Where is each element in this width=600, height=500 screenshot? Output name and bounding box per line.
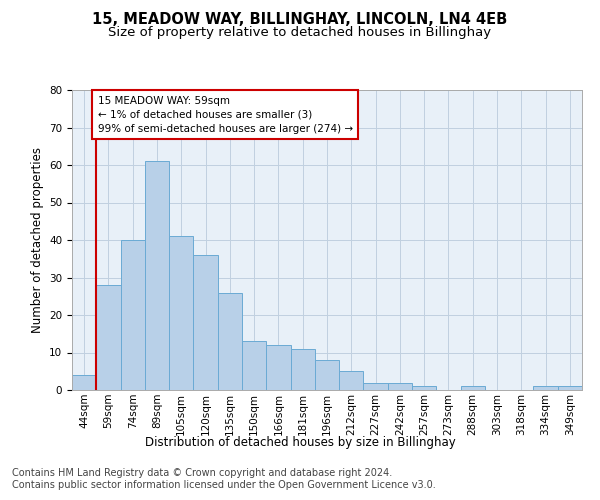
Y-axis label: Number of detached properties: Number of detached properties <box>31 147 44 333</box>
Bar <box>388 382 412 390</box>
Bar <box>218 292 242 390</box>
Text: 15, MEADOW WAY, BILLINGHAY, LINCOLN, LN4 4EB: 15, MEADOW WAY, BILLINGHAY, LINCOLN, LN4… <box>92 12 508 28</box>
Bar <box>533 386 558 390</box>
Bar <box>339 371 364 390</box>
Bar <box>169 236 193 390</box>
Bar <box>193 255 218 390</box>
Bar <box>290 349 315 390</box>
Text: Contains HM Land Registry data © Crown copyright and database right 2024.: Contains HM Land Registry data © Crown c… <box>12 468 392 477</box>
Bar <box>412 386 436 390</box>
Text: Contains public sector information licensed under the Open Government Licence v3: Contains public sector information licen… <box>12 480 436 490</box>
Bar <box>121 240 145 390</box>
Bar <box>364 382 388 390</box>
Bar <box>242 341 266 390</box>
Bar <box>72 375 96 390</box>
Bar <box>96 285 121 390</box>
Text: Size of property relative to detached houses in Billinghay: Size of property relative to detached ho… <box>109 26 491 39</box>
Bar <box>461 386 485 390</box>
Text: Distribution of detached houses by size in Billinghay: Distribution of detached houses by size … <box>145 436 455 449</box>
Bar <box>145 161 169 390</box>
Bar <box>558 386 582 390</box>
Bar <box>315 360 339 390</box>
Text: 15 MEADOW WAY: 59sqm
← 1% of detached houses are smaller (3)
99% of semi-detache: 15 MEADOW WAY: 59sqm ← 1% of detached ho… <box>97 96 353 134</box>
Bar <box>266 345 290 390</box>
